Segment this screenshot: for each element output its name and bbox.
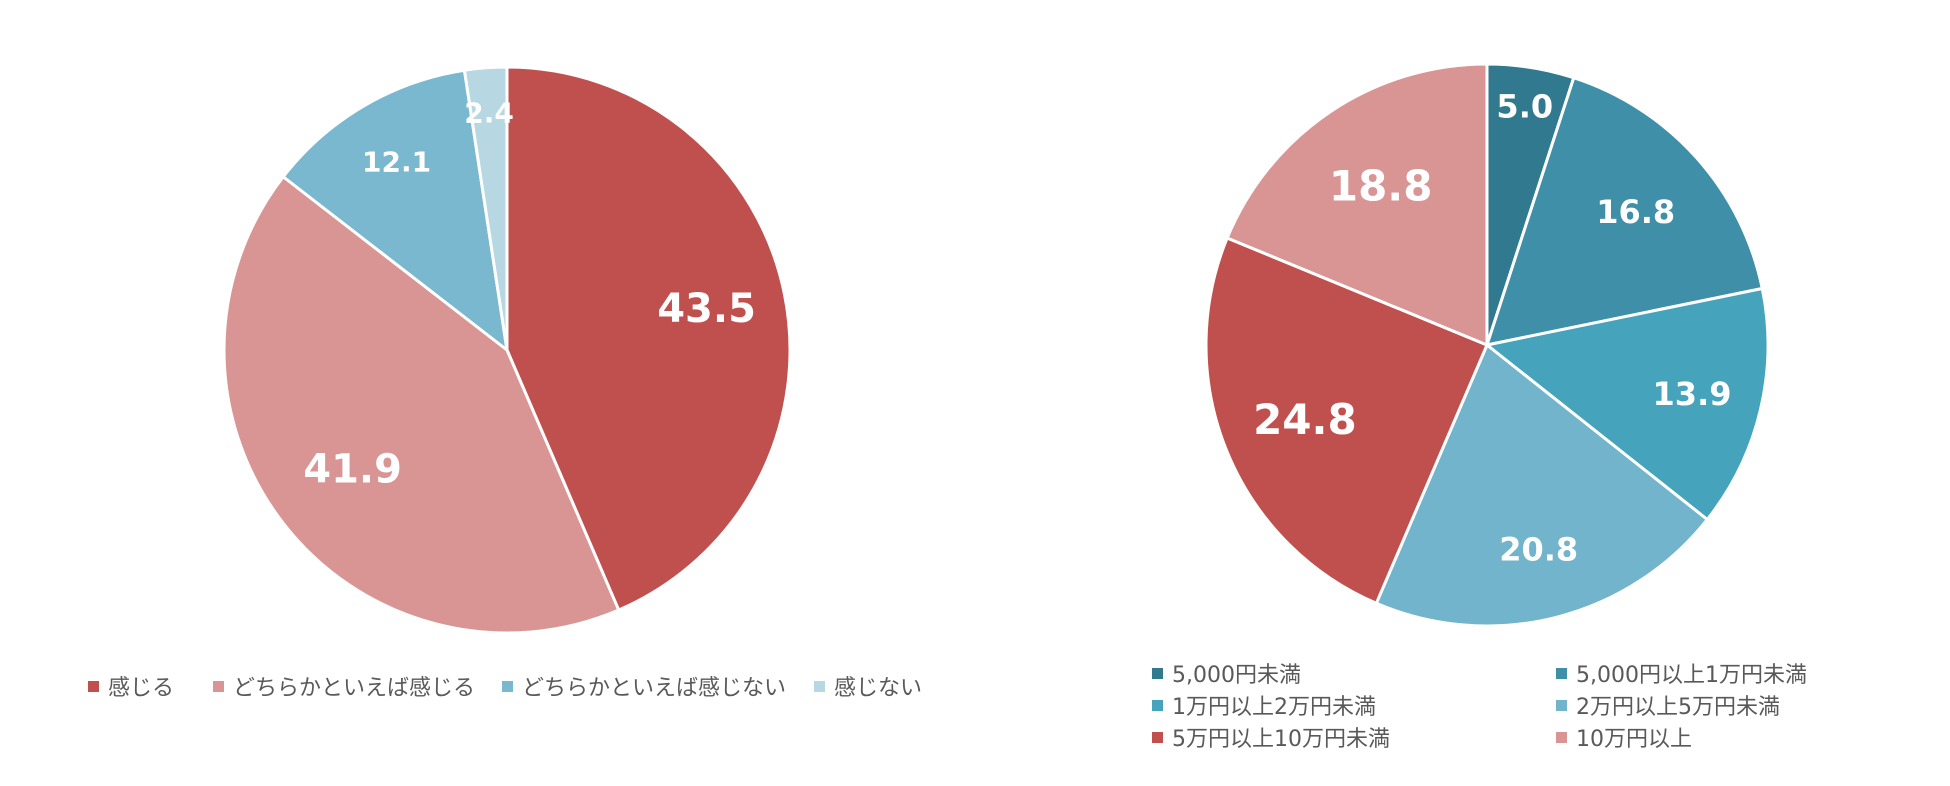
legend1-item-0-swatch xyxy=(88,680,99,692)
legend2-item-4-label: 5万円以上10万円未満 xyxy=(1172,727,1390,752)
pie1-data-label-2: 12.1 xyxy=(362,146,431,179)
pie2-slice-5 xyxy=(1225,62,1489,347)
pie1-slice-0 xyxy=(505,65,792,612)
legend1-item-0: 感じる xyxy=(88,670,174,702)
pie-chart-reality-feeling: 43.5 41.9 12.1 2.4 xyxy=(222,65,792,635)
legend1-item-1-swatch xyxy=(213,680,224,692)
legend2-item-2-label: 1万円以上2万円未満 xyxy=(1172,695,1376,720)
pie2-slice-1 xyxy=(1485,76,1764,347)
pie2-data-label-2: 13.9 xyxy=(1653,375,1732,413)
legend2-item-1-label: 5,000円以上1万円未満 xyxy=(1576,663,1807,688)
legend1-item-2-swatch xyxy=(502,680,513,692)
pie2-data-label-1: 16.8 xyxy=(1596,193,1675,231)
pie2-data-label-3: 20.8 xyxy=(1499,530,1578,568)
pie-chart-amount-range: 5.0 16.8 13.9 20.8 24.8 18.8 xyxy=(1204,62,1770,628)
legend1-item-2-label: どちらかといえば感じない xyxy=(522,676,787,701)
legend1-item-3-label: 感じない xyxy=(834,676,923,701)
pie2-data-label-0: 5.0 xyxy=(1496,87,1553,125)
legend2-item-1-swatch xyxy=(1556,667,1567,679)
pie2-slice-2 xyxy=(1485,287,1770,522)
legend2-item-2: 1万円以上2万円未満 xyxy=(1152,689,1376,721)
legend1-item-3: 感じない xyxy=(814,670,922,702)
pie2-data-label-5: 18.8 xyxy=(1329,162,1433,211)
pie2-slice-3 xyxy=(1374,343,1709,628)
pie1-slice-2 xyxy=(281,68,509,352)
legend2-item-5: 10万円以上 xyxy=(1556,721,1692,753)
legend1-item-1: どちらかといえば感じる xyxy=(213,670,475,702)
legend2-item-3-swatch xyxy=(1556,699,1567,711)
pie1-data-label-3: 2.4 xyxy=(464,96,514,129)
legend2-item-0: 5,000円未満 xyxy=(1152,657,1301,689)
legend2-item-5-swatch xyxy=(1556,731,1567,743)
legend2-item-0-swatch xyxy=(1152,667,1163,679)
legend1-item-2: どちらかといえば感じない xyxy=(502,670,786,702)
pie2-data-label-4: 24.8 xyxy=(1253,395,1357,444)
legend2-item-4-swatch xyxy=(1152,731,1163,743)
legend2-item-3: 2万円以上5万円未満 xyxy=(1556,689,1780,721)
legend1-item-3-swatch xyxy=(814,680,825,692)
pie1-data-label-1: 41.9 xyxy=(303,447,402,493)
legend2-item-3-label: 2万円以上5万円未満 xyxy=(1576,695,1780,720)
legend2-item-2-swatch xyxy=(1152,699,1163,711)
legend2-item-0-label: 5,000円未満 xyxy=(1172,663,1301,688)
legend2-item-4: 5万円以上10万円未満 xyxy=(1152,721,1390,753)
legend2-item-1: 5,000円以上1万円未満 xyxy=(1556,657,1807,689)
legend1-item-0-label: 感じる xyxy=(108,676,175,701)
legend1-item-1-label: どちらかといえば感じる xyxy=(233,676,476,701)
pie1-data-label-0: 43.5 xyxy=(657,286,756,332)
legend2-item-5-label: 10万円以上 xyxy=(1576,727,1692,752)
pie1-slice-3 xyxy=(462,65,509,352)
pie1-slice-1 xyxy=(222,175,621,635)
pie2-slice-4 xyxy=(1204,236,1489,605)
